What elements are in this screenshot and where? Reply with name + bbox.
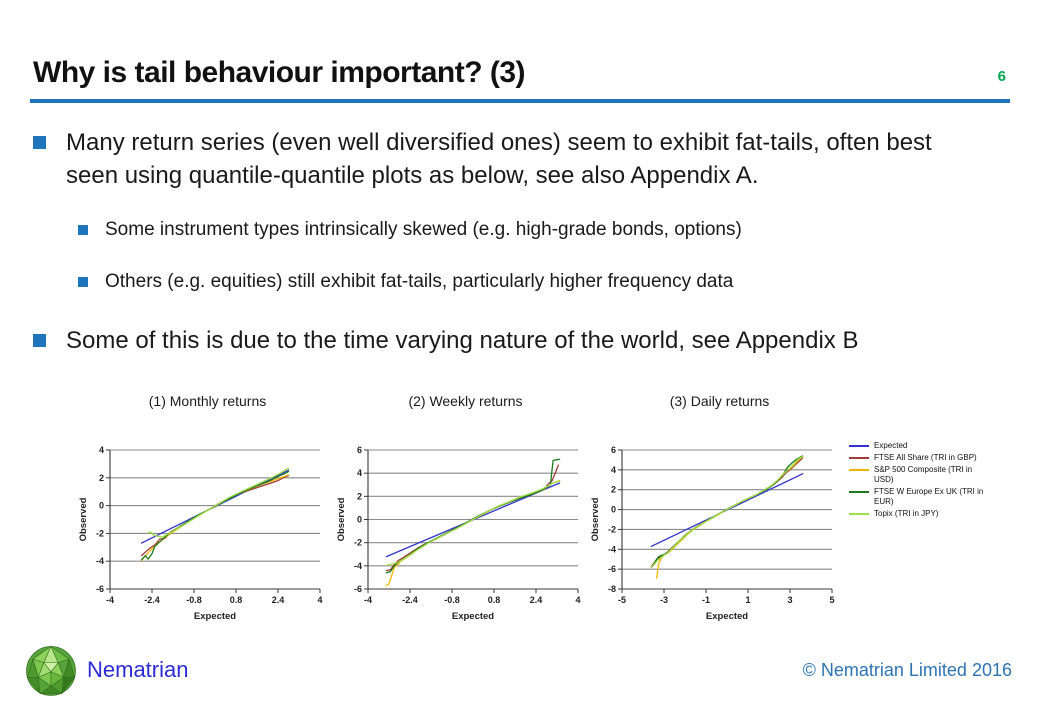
brand-name: Nematrian — [87, 657, 189, 682]
legend-label: FTSE All Share (TRI in GBP) — [874, 453, 977, 462]
chart-title: (3) Daily returns — [669, 393, 770, 409]
bullet-square-icon — [33, 136, 46, 149]
chart-title: (1) Monthly returns — [148, 393, 267, 409]
svg-text:6: 6 — [357, 445, 362, 455]
sub-bullet-list: Some instrument types intrinsically skew… — [78, 218, 985, 294]
bullet-item: Many return series (even well diversifie… — [33, 126, 985, 192]
svg-text:-6: -6 — [354, 584, 362, 594]
bullet-text: Many return series (even well diversifie… — [66, 129, 932, 190]
sub-bullet-item: Others (e.g. equities) still exhibit fat… — [78, 270, 985, 295]
legend-entry: FTSE W Europe Ex UK (TRI in EUR) — [849, 487, 1001, 507]
svg-text:-8: -8 — [608, 584, 616, 594]
svg-text:-4: -4 — [608, 544, 616, 554]
svg-text:-2: -2 — [96, 528, 104, 538]
legend-label: Expected — [874, 441, 908, 450]
sub-bullet-text: Some instrument types intrinsically skew… — [105, 219, 742, 241]
qq-chart-daily: (3) Daily returns 6 4 2 0 -2 -4 -6 -8 -5 -3 -1 1 3 5 E… — [587, 393, 852, 625]
legend-label: FTSE W Europe Ex UK (TRI in EUR) — [874, 487, 984, 506]
legend-line-swatch — [849, 491, 869, 493]
svg-text:Expected: Expected — [194, 611, 236, 622]
svg-text:-2: -2 — [354, 538, 362, 548]
svg-text:-2: -2 — [608, 524, 616, 534]
svg-text:-6: -6 — [608, 564, 616, 574]
legend-label: Topix (TRI in JPY) — [874, 509, 939, 518]
legend-line-swatch — [849, 513, 869, 515]
bullet-square-icon — [78, 225, 88, 236]
svg-text:0: 0 — [99, 501, 104, 511]
svg-text:-2.4: -2.4 — [144, 595, 160, 605]
svg-text:Observed: Observed — [78, 497, 89, 541]
svg-text:-3: -3 — [660, 595, 668, 605]
legend-line-swatch — [849, 445, 869, 447]
qq-chart-weekly: (2) Weekly returns 6 4 2 0 -2 -4 -6 -4 -2.4 -0.8 0… — [333, 393, 598, 625]
svg-text:-4: -4 — [96, 556, 104, 566]
chart-title: (2) Weekly returns — [408, 393, 523, 409]
svg-text:0.8: 0.8 — [488, 595, 501, 605]
bullet-list: Many return series (even well diversifie… — [33, 126, 985, 357]
svg-text:4: 4 — [575, 595, 580, 605]
svg-text:-4: -4 — [106, 595, 114, 605]
page-title: Why is tail behaviour important? (3) — [33, 56, 526, 89]
qq-chart-monthly: (1) Monthly returns 4 2 0 -2 -4 -6 -4 -2.4 -0.8 0… — [75, 393, 340, 625]
svg-text:-4: -4 — [364, 595, 372, 605]
copyright-text: © Nematrian Limited 2016 — [802, 660, 1012, 680]
legend-entry: Topix (TRI in JPY) — [849, 509, 1001, 519]
svg-text:5: 5 — [829, 595, 834, 605]
svg-text:4: 4 — [611, 465, 616, 475]
svg-text:6: 6 — [611, 445, 616, 455]
svg-text:Observed: Observed — [336, 497, 347, 541]
svg-text:-2.4: -2.4 — [402, 595, 418, 605]
svg-text:Expected: Expected — [706, 611, 748, 622]
svg-text:4: 4 — [357, 468, 362, 478]
bullet-item: Some of this is due to the time varying … — [33, 324, 985, 357]
svg-text:2: 2 — [99, 473, 104, 483]
title-divider — [30, 99, 1010, 103]
svg-text:1: 1 — [745, 595, 750, 605]
svg-text:2: 2 — [611, 485, 616, 495]
svg-text:0: 0 — [611, 505, 616, 515]
legend-label: S&P 500 Composite (TRI in USD) — [874, 465, 973, 484]
svg-text:-1: -1 — [702, 595, 710, 605]
sub-bullet-text: Others (e.g. equities) still exhibit fat… — [105, 270, 734, 292]
bullet-square-icon — [33, 333, 46, 347]
nematrian-logo-icon — [26, 646, 76, 696]
svg-text:4: 4 — [317, 595, 322, 605]
svg-text:0.8: 0.8 — [230, 595, 243, 605]
sub-bullet-item: Some instrument types intrinsically skew… — [78, 218, 985, 243]
svg-text:4: 4 — [99, 445, 104, 455]
legend-line-swatch — [849, 469, 869, 471]
svg-text:2: 2 — [357, 491, 362, 501]
bullet-text: Some of this is due to the time varying … — [66, 326, 859, 354]
chart-legend: Expected FTSE All Share (TRI in GBP) S&P 5… — [849, 441, 1001, 521]
qq-chart-daily-plot: 6 4 2 0 -2 -4 -6 -8-5 -3 -1 1 3 5 Expected Observed — [590, 445, 835, 622]
qq-chart-monthly-plot: 420-2-4-6-4 -2.4 -0.8 0.8 2.4 4ExpectedObserv… — [78, 445, 323, 622]
svg-text:Observed: Observed — [590, 497, 601, 541]
svg-text:Expected: Expected — [452, 611, 494, 622]
legend-line-swatch — [849, 457, 869, 459]
svg-text:-6: -6 — [96, 584, 104, 594]
svg-text:2.4: 2.4 — [530, 595, 543, 605]
svg-text:-4: -4 — [354, 561, 362, 571]
svg-text:-0.8: -0.8 — [444, 595, 460, 605]
legend-entry: Expected — [849, 441, 1001, 451]
svg-text:-0.8: -0.8 — [186, 595, 202, 605]
page-number: 6 — [997, 68, 1006, 85]
svg-text:0: 0 — [357, 515, 362, 525]
svg-text:2.4: 2.4 — [272, 595, 285, 605]
svg-text:-5: -5 — [618, 595, 626, 605]
bullet-square-icon — [78, 276, 88, 287]
legend-entry: FTSE All Share (TRI in GBP) — [849, 453, 1001, 463]
svg-text:3: 3 — [787, 595, 792, 605]
legend-entry: S&P 500 Composite (TRI in USD) — [849, 465, 1001, 485]
